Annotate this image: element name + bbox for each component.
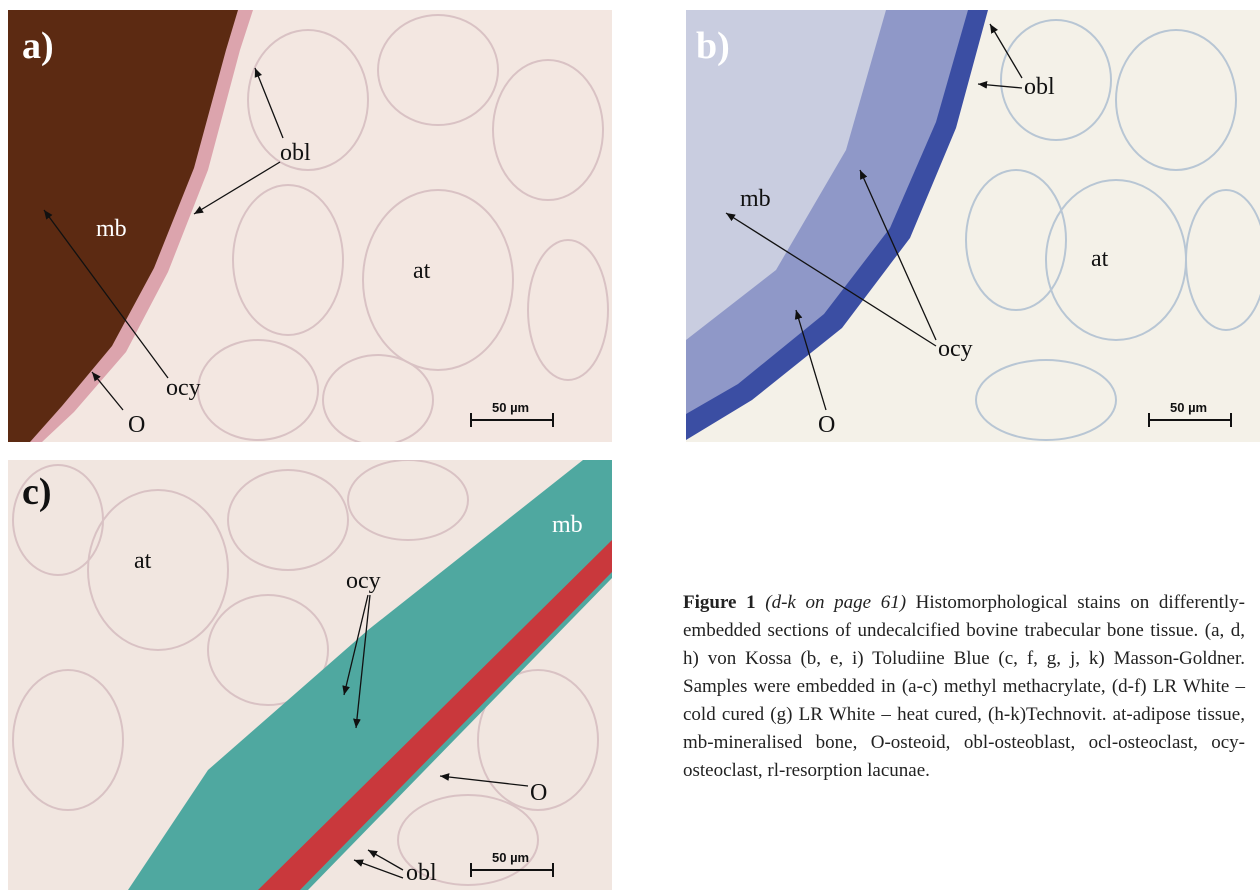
annotation: mb [96,216,127,242]
annotation: O [818,412,835,438]
scale-label: 50 µm [492,850,529,865]
annotation: at [134,548,152,574]
annotation: ocy [938,336,973,362]
micrograph-a: a) obl mb at ocy O 50 µm [8,10,612,442]
scale-label: 50 µm [492,400,529,415]
panel-label: c) [22,471,52,513]
annotation: at [1091,246,1109,272]
annotation: at [413,258,431,284]
annotation: ocy [166,375,201,401]
annotation: obl [406,860,437,886]
scale-label: 50 µm [1170,400,1207,415]
annotation: obl [280,140,311,166]
page: {"panels":[ {"label":"a)","annotations":… [0,0,1260,890]
micrograph-b: b) obl mb at ocy O 50 µm [686,10,1260,442]
annotation: obl [1024,74,1055,100]
caption-text: Histomorphological stains on differently… [683,592,1245,781]
annotation: ocy [346,568,381,594]
page-note: (d-k on page 61) [765,592,906,613]
annotation: O [530,780,547,806]
annotation: mb [740,186,771,212]
panel-label: a) [22,25,54,67]
figure-caption: Figure 1 (d-k on page 61) Histomorpholog… [683,589,1245,785]
annotation: mb [552,512,583,538]
annotation: O [128,412,145,438]
micrograph-c: c) at ocy mb O obl 50 µm [8,460,612,890]
panel-label: b) [696,25,730,67]
figure-label: Figure 1 [683,592,756,613]
